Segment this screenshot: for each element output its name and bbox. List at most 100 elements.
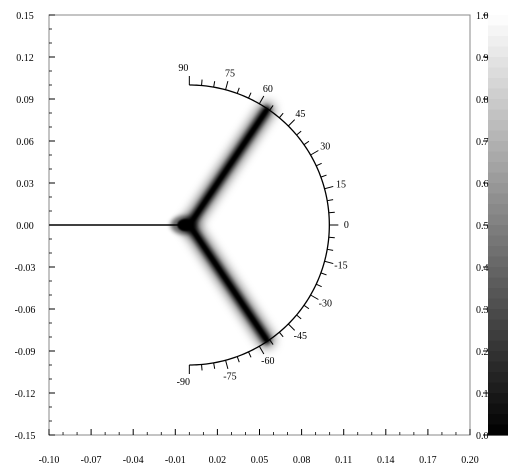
angle-tick (269, 339, 274, 345)
angle-tick (287, 119, 296, 127)
y-tick-label: -0.03 (15, 263, 36, 274)
colorbar-segment (488, 372, 508, 384)
colorbar-segment (488, 36, 508, 48)
colorbar-segment (488, 288, 508, 300)
angle-tick (328, 236, 335, 239)
x-tick-label: 0.14 (377, 455, 395, 466)
angle-tick (287, 323, 296, 331)
colorbar-segment (488, 57, 508, 69)
y-tick-label: -0.12 (15, 389, 36, 400)
colorbar-tick-label: 1.0 (476, 11, 489, 22)
x-tick-label: -0.01 (165, 455, 186, 466)
colorbar-segment (488, 319, 508, 331)
colorbar-segment (488, 414, 508, 426)
y-tick-label: 0.00 (16, 221, 34, 232)
x-tick-label: -0.10 (39, 455, 60, 466)
angle-tick (258, 345, 265, 355)
angle-tick (320, 272, 327, 276)
angle-tick (316, 283, 322, 288)
y-tick-label: 0.12 (16, 53, 34, 64)
angle-label: 15 (336, 179, 346, 190)
colorbar-segment (488, 403, 508, 415)
colorbar-segment (488, 141, 508, 153)
angle-tick (213, 362, 216, 369)
colorbar-tick-label: 0.9 (476, 53, 489, 64)
angle-tick (225, 360, 229, 370)
colorbar-segment (488, 235, 508, 247)
angle-tick (328, 211, 335, 214)
angle-tick (296, 130, 302, 136)
colorbar-segment (488, 309, 508, 321)
angle-tick (303, 304, 310, 310)
colorbar-segment (488, 330, 508, 342)
colorbar-tick-label: 0.2 (476, 347, 489, 358)
y-tick-label: -0.15 (15, 431, 36, 442)
angle-label: 90 (178, 63, 188, 74)
angle-arc (189, 84, 330, 366)
angle-tick (327, 199, 334, 202)
colorbar-segment (488, 172, 508, 184)
x-tick-label: 0.05 (251, 455, 269, 466)
plot-axes: -0.10 -0.07 -0.04 -0.01 0.02 0.05 0.08 0.11 0.14… (15, 11, 479, 466)
colorbar-tick-label: 0.4 (476, 263, 489, 274)
colorbar-segment (488, 15, 508, 27)
angle-label: 30 (320, 142, 330, 153)
angle-tick (213, 81, 216, 88)
colorbar-segment (488, 351, 508, 363)
x-tick-label: 0.08 (293, 455, 311, 466)
colorbar-segment (488, 109, 508, 121)
y-tick-label: -0.09 (15, 347, 36, 358)
colorbar-segment (488, 25, 508, 37)
colorbar-segment (488, 120, 508, 132)
colorbar-segment (488, 193, 508, 205)
colorbar-tick-label: 0.6 (476, 179, 489, 190)
angle-label: 60 (263, 84, 273, 95)
colorbar-segment (488, 256, 508, 268)
angle-tick (201, 79, 203, 86)
colorbar-tick-label: 0.8 (476, 95, 489, 106)
angle-tick (248, 351, 252, 358)
angle-tick (303, 140, 310, 146)
colorbar-segment (488, 99, 508, 111)
angle-tick (324, 260, 334, 265)
angle-label: -30 (319, 299, 332, 310)
angle-tick (269, 105, 274, 111)
angle-label: 75 (225, 68, 235, 79)
angle-tick (278, 331, 284, 338)
colorbar-tick-label: 0.5 (476, 221, 489, 232)
colorbar-segment (488, 151, 508, 163)
y-tick-label: 0.03 (16, 179, 34, 190)
colorbar-tick-label: 0.0 (476, 431, 489, 442)
angle-tick (310, 294, 319, 300)
x-tick-label: 0.17 (419, 455, 437, 466)
colorbar-segment (488, 340, 508, 352)
colorbar-segment (488, 424, 508, 436)
colorbar-segment (488, 162, 508, 174)
colorbar: 1.0 0.9 0.8 0.7 0.6 0.5 0.4 0.3 0.2 0.1 0.0 (476, 11, 508, 442)
angle-tick (225, 80, 229, 90)
colorbar-segment (488, 393, 508, 405)
angle-tick (236, 87, 240, 94)
colorbar-segment (488, 183, 508, 195)
y-tick-label: 0.06 (16, 137, 34, 148)
angle-tick (258, 95, 265, 105)
colorbar-segment (488, 46, 508, 58)
angle-tick (201, 364, 203, 371)
angle-label: 45 (295, 109, 305, 120)
colorbar-segment (488, 267, 508, 279)
branch-band-1-layer-3 (187, 107, 269, 228)
colorbar-segment (488, 78, 508, 90)
colorbar-segment (488, 130, 508, 142)
angle-tick (327, 248, 334, 251)
angle-label: -15 (334, 261, 347, 272)
angle-tick (296, 314, 302, 320)
angle-tick (316, 162, 322, 167)
y-tick-label: -0.06 (15, 305, 36, 316)
angle-tick (248, 92, 252, 99)
colorbar-segment (488, 225, 508, 237)
branch-band-2-layer-3 (187, 222, 269, 343)
colorbar-segment (488, 67, 508, 79)
colorbar-segment (488, 277, 508, 289)
colorbar-tick-label: 0.3 (476, 305, 489, 316)
